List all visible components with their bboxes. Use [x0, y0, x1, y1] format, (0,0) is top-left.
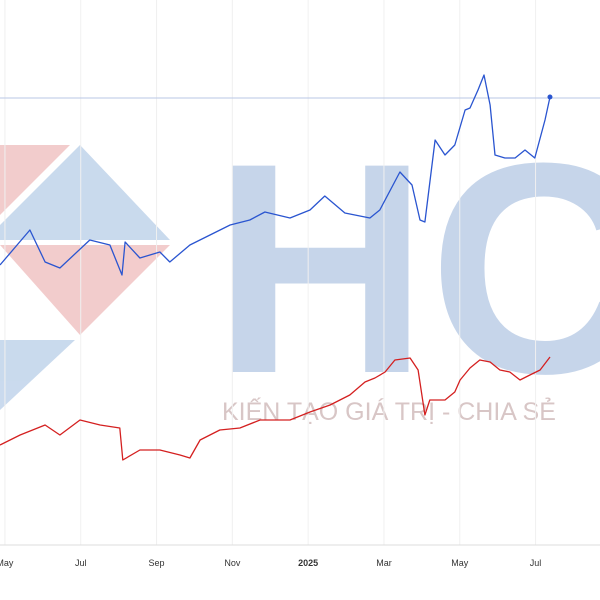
x-tick-label: May [451, 558, 469, 568]
x-tick-label: 2025 [298, 558, 318, 568]
x-tick-label: May [0, 558, 14, 568]
line [0, 74, 551, 276]
end-marker [547, 94, 553, 100]
x-tick-label: Sep [149, 558, 165, 568]
x-tick-label: Jul [75, 558, 87, 568]
x-tick-label: Nov [224, 558, 241, 568]
watermark-slogan: KIẾN TẠO GIÁ TRỊ - CHIA SẺ [222, 396, 556, 426]
line [0, 356, 551, 461]
x-tick-label: Mar [376, 558, 392, 568]
x-tick-label: Jul [530, 558, 542, 568]
watermark-logo: HC [212, 100, 600, 436]
watermark-emblem [0, 145, 170, 410]
